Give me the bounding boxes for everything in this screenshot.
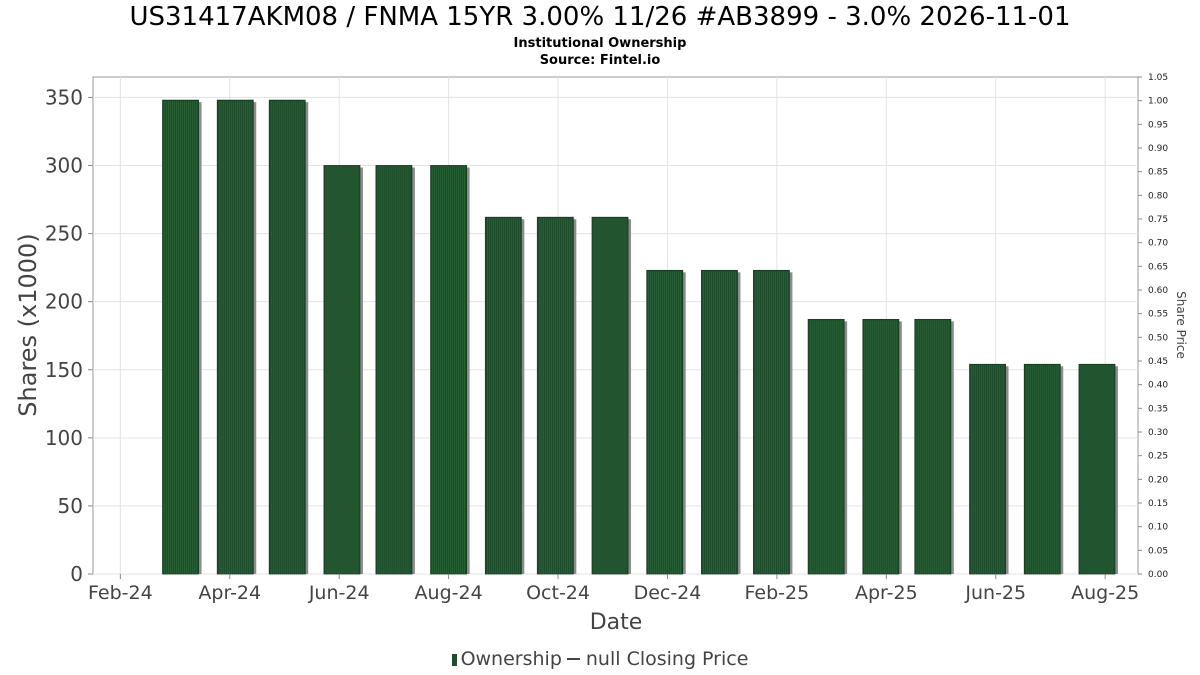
- y2-tick-label: 0.10: [1148, 523, 1168, 533]
- y-axis-label: Shares (x1000): [14, 233, 42, 416]
- x-tick-label: Feb-24: [88, 582, 153, 604]
- y2-tick-label: 0.05: [1148, 546, 1168, 556]
- legend: Ownership null Closing Price: [0, 648, 1200, 670]
- y-tick-label: 50: [58, 494, 83, 518]
- x-tick-label: Jun-24: [308, 582, 370, 604]
- x-axis-label: Date: [590, 610, 643, 635]
- y2-tick-label: 0.50: [1148, 333, 1168, 343]
- y2-tick-label: 0.20: [1148, 475, 1168, 485]
- y-tick-label: 100: [45, 426, 83, 450]
- x-tick-label: Feb-25: [745, 582, 810, 604]
- x-tick-label: Oct-24: [526, 582, 590, 604]
- y-tick-label: 350: [45, 85, 83, 109]
- y2-tick-label: 0.15: [1148, 499, 1168, 509]
- y2-tick-label: 0.80: [1148, 191, 1168, 201]
- y2-tick-label: 0.85: [1148, 168, 1168, 178]
- y-tick-label: 250: [45, 222, 83, 246]
- y-tick-label: 300: [45, 154, 83, 178]
- y2-tick-label: 0.70: [1148, 239, 1168, 249]
- y2-tick-label: 0.65: [1148, 262, 1168, 272]
- y2-tick-label: 0.75: [1148, 215, 1168, 225]
- legend-price-label: null Closing Price: [585, 648, 749, 670]
- x-tick-label: Apr-25: [855, 582, 918, 604]
- y2-tick-label: 0.55: [1148, 310, 1168, 320]
- y2-tick-label: 0.25: [1148, 452, 1168, 462]
- y2-tick-label: 0.95: [1148, 120, 1168, 130]
- chart-subtitle: Institutional Ownership Source: Fintel.i…: [0, 35, 1200, 69]
- y-tick-label: 200: [45, 290, 83, 314]
- subtitle-line-2: Source: Fintel.io: [539, 53, 661, 68]
- bars-ownership: [162, 99, 1118, 575]
- y2-tick-label: 0.60: [1148, 286, 1168, 296]
- subtitle-line-1: Institutional Ownership: [513, 36, 687, 51]
- chart-title: US31417AKM08 / FNMA 15YR 3.00% 11/26 #AB…: [129, 2, 1071, 32]
- y-axis-ticks: 0 50 100 150 200 250 300 350: [45, 85, 93, 586]
- y2-axis-ticks: 0.00 0.05 0.10 0.15 0.20 0.25 0.30 0.35 0.40 0.45…: [1138, 73, 1168, 580]
- y-tick-label: 0: [70, 562, 83, 586]
- y2-tick-label: 1.00: [1148, 97, 1168, 107]
- legend-ownership-label: Ownership: [460, 648, 562, 670]
- x-tick-label: Dec-24: [634, 582, 702, 604]
- y2-tick-label: 0.40: [1148, 381, 1168, 391]
- y2-tick-label: 0.45: [1148, 357, 1168, 367]
- legend-ownership-swatch: [451, 654, 457, 666]
- y2-tick-label: 0.35: [1148, 404, 1168, 414]
- legend-price-line: [566, 658, 580, 660]
- x-tick-label: Apr-24: [198, 582, 261, 604]
- y2-tick-label: 0.30: [1148, 428, 1168, 438]
- y2-tick-label: 0.00: [1148, 570, 1168, 580]
- y2-tick-label: 0.90: [1148, 144, 1168, 154]
- x-axis-ticks: Feb-24 Apr-24 Jun-24 Aug-24 Oct-24 Dec-24 Feb-…: [88, 574, 1139, 604]
- y-tick-label: 150: [45, 358, 83, 382]
- x-tick-label: Aug-24: [415, 582, 483, 604]
- x-tick-label: Aug-25: [1071, 582, 1139, 604]
- x-tick-label: Jun-25: [964, 582, 1026, 604]
- y2-axis-label: Share Price: [1174, 291, 1188, 359]
- y2-tick-label: 1.05: [1148, 73, 1168, 83]
